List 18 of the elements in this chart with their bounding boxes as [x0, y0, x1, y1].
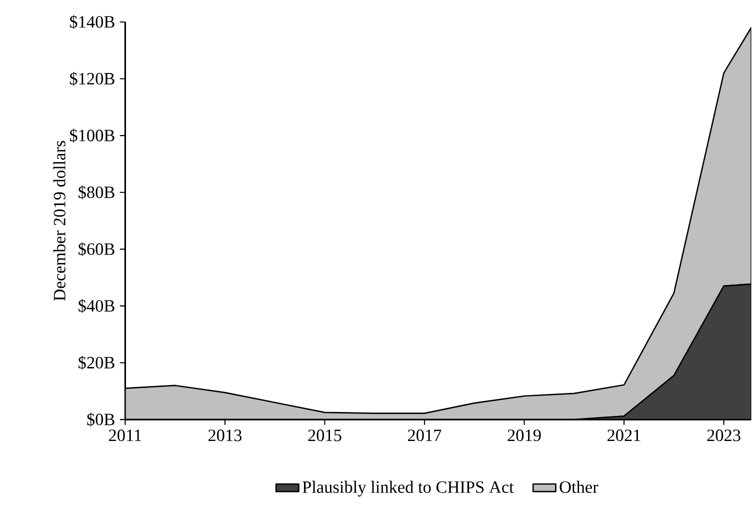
- legend-label: Other: [560, 480, 598, 493]
- x-tick-label: 2013: [208, 429, 242, 441]
- y-tick-label: $20B: [78, 356, 114, 370]
- y-axis-title: December 2019 dollars: [53, 140, 66, 301]
- x-tick-label: 2015: [308, 429, 342, 441]
- y-tick-label: $0B: [87, 412, 114, 426]
- x-tick-label: 2019: [508, 429, 541, 441]
- y-tick-label: $80B: [78, 185, 114, 200]
- x-tick-label: 2023: [707, 429, 740, 441]
- y-tick-label: $60B: [78, 242, 114, 256]
- x-tick-label: 2021: [608, 429, 640, 441]
- legend-label: Plausibly linked to CHIPS Act: [302, 480, 514, 496]
- x-tick-label: 2017: [408, 429, 442, 441]
- y-tick-label: $140B: [70, 14, 114, 29]
- y-tick-label: $120B: [70, 72, 114, 86]
- y-tick-label: $100B: [70, 128, 114, 142]
- y-tick-label: $40B: [78, 298, 114, 313]
- x-tick-label: 2011: [109, 429, 142, 441]
